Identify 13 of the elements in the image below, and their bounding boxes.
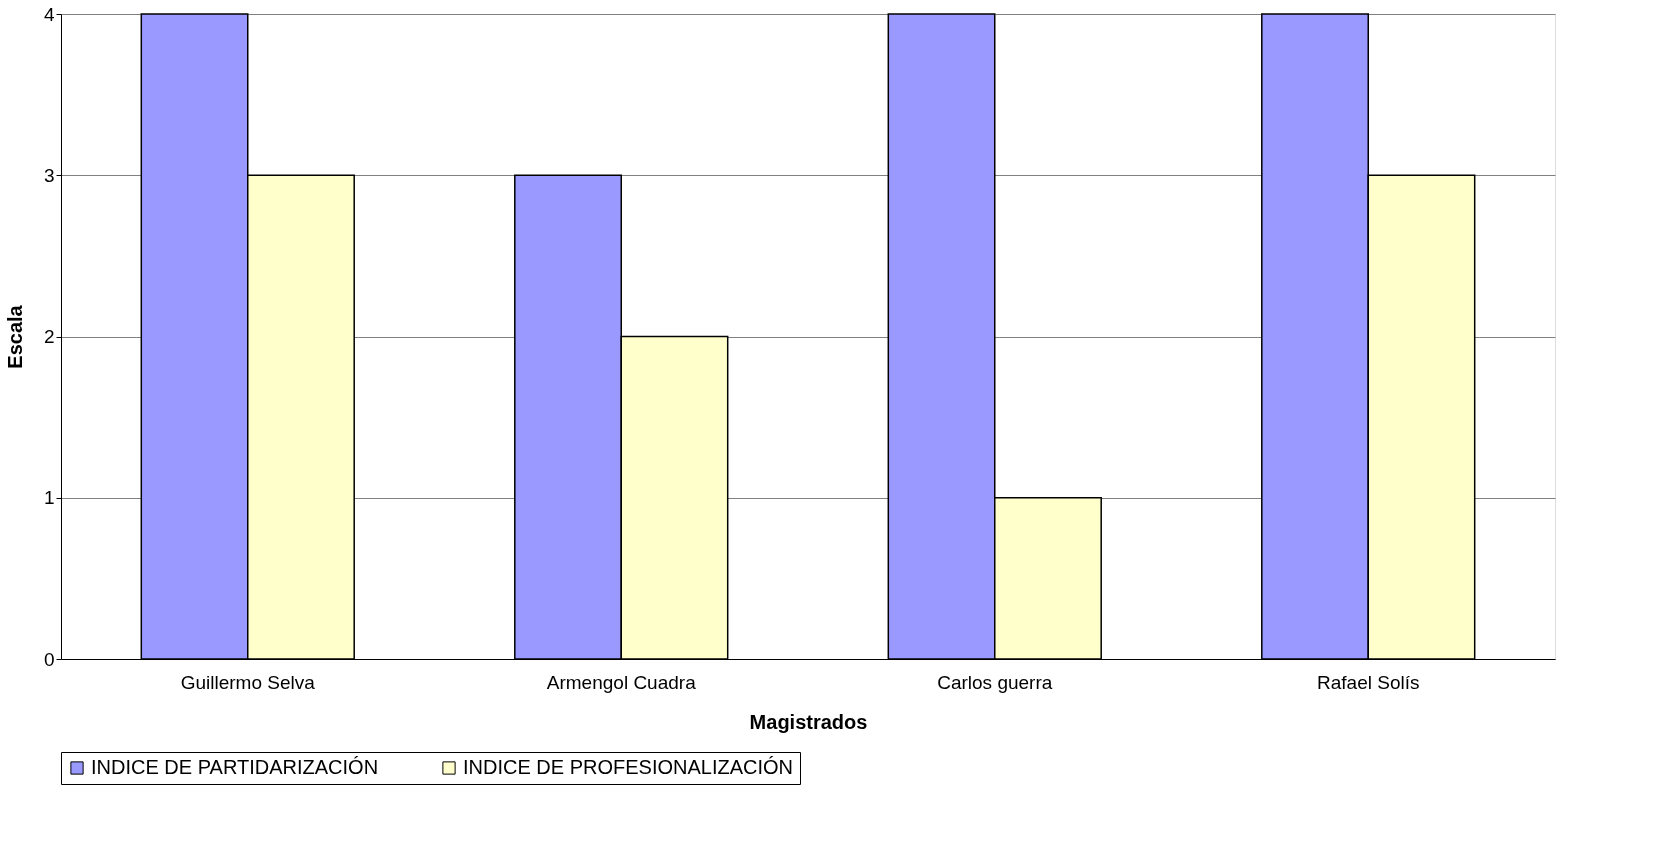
y-tick-label: 4: [43, 3, 55, 25]
x-tick-label: Carlos guerra: [937, 671, 1053, 693]
y-tick-label: 0: [43, 648, 55, 670]
x-tick-label: Rafael Solís: [1317, 671, 1420, 693]
x-tick-label: Guillermo Selva: [180, 671, 316, 693]
legend-label: INDICE DE PARTIDARIZACIÓN: [91, 756, 379, 778]
y-axis-title: Escala: [3, 304, 26, 369]
x-tick-label: Armengol Cuadra: [546, 671, 697, 693]
y-tick-label: 2: [43, 326, 55, 347]
x-axis-title: Magistrados: [749, 710, 868, 733]
legend-label: INDICE DE PROFESIONALIZACIÓN: [463, 756, 794, 778]
y-tick-label: 1: [43, 487, 55, 509]
y-tick-label: 3: [43, 164, 55, 186]
